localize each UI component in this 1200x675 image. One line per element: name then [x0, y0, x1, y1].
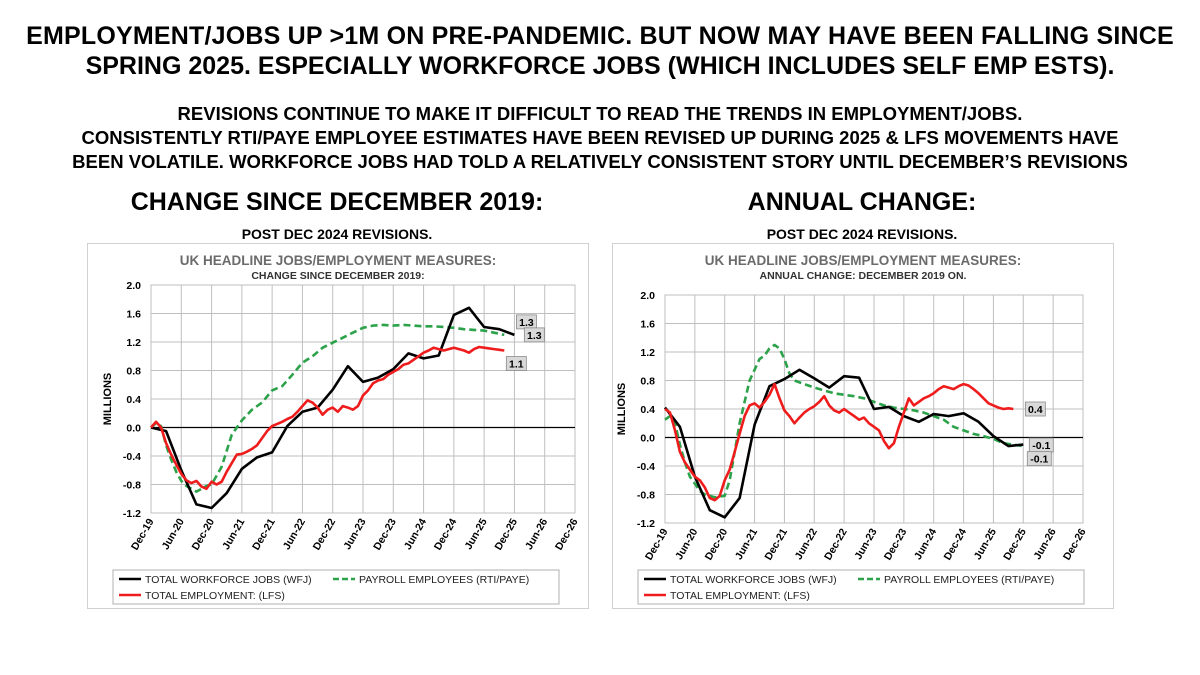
- chart-title: UK HEADLINE JOBS/EMPLOYMENT MEASURES:: [705, 253, 1022, 268]
- y-tick-label: -1.2: [637, 518, 655, 530]
- chart-annual-change: UK HEADLINE JOBS/EMPLOYMENT MEASURES: ANN…: [616, 253, 1089, 605]
- y-axis-label: MILLIONS: [616, 383, 628, 436]
- y-tick-label: -0.4: [123, 451, 141, 463]
- x-tick-label: Jun-25: [972, 526, 999, 561]
- subhead-line-3: BEEN VOLATILE. WORKFORCE JOBS HAD TOLD A…: [72, 151, 1128, 172]
- x-tick-label: Jun-26: [1031, 526, 1058, 561]
- subhead-line-1: REVISIONS CONTINUE TO MAKE IT DIFFICULT …: [177, 103, 1023, 124]
- series-line-lfs: [150, 345, 505, 491]
- end-label-rti: 1.3: [527, 330, 542, 342]
- series-line-rti: [150, 323, 505, 493]
- end-label-wfj: -0.1: [1030, 454, 1048, 466]
- y-tick-label: 1.6: [640, 319, 655, 331]
- y-tick-label: -0.8: [123, 480, 141, 492]
- end-label-box-wfj: [1026, 451, 1052, 467]
- end-label-lfs: 0.4: [1028, 404, 1043, 416]
- y-tick-label: 1.2: [640, 347, 655, 359]
- legend-label-wfj: TOTAL WORKFORCE JOBS (WFJ): [670, 574, 837, 586]
- x-tick-label: Dec-20: [703, 526, 731, 562]
- x-tick-label: Jun-24: [402, 516, 429, 551]
- y-tick-label: 0.0: [640, 433, 655, 445]
- x-tick-label: Jun-20: [160, 516, 187, 551]
- x-tick-label: Dec-24: [432, 516, 460, 552]
- end-label-wfj: 1.3: [519, 317, 534, 329]
- x-tick-label: Jun-26: [523, 516, 550, 551]
- y-tick-label: 2.0: [640, 290, 655, 302]
- legend-label-lfs: TOTAL EMPLOYMENT: (LFS): [670, 590, 810, 602]
- subhead-line-2: CONSISTENTLY RTI/PAYE EMPLOYEE ESTIMATES…: [81, 127, 1119, 148]
- legend-label-rti: PAYROLL EMPLOYEES (RTI/PAYE): [884, 574, 1054, 586]
- x-tick-label: Jun-24: [912, 526, 939, 561]
- y-tick-label: -0.4: [637, 461, 655, 473]
- left-section-title: CHANGE SINCE DECEMBER 2019:: [130, 188, 544, 216]
- y-tick-label: 0.4: [640, 404, 655, 416]
- legend-label-wfj: TOTAL WORKFORCE JOBS (WFJ): [145, 574, 312, 586]
- x-tick-label: Dec-23: [371, 516, 399, 552]
- chart-subtitle: ANNUAL CHANGE: DECEMBER 2019 ON.: [760, 270, 967, 282]
- headline-line-2: SPRING 2025. ESPECIALLY WORKFORCE JOBS (…: [85, 52, 1115, 80]
- end-label-lfs: 1.1: [509, 359, 524, 371]
- x-tick-label: Dec-21: [762, 526, 790, 562]
- x-tick-label: Dec-19: [643, 526, 671, 562]
- x-tick-label: Jun-21: [733, 526, 760, 561]
- y-tick-label: -1.2: [123, 508, 141, 520]
- x-tick-label: Dec-19: [129, 516, 157, 552]
- y-tick-label: 1.2: [126, 337, 141, 349]
- chart-subtitle: CHANGE SINCE DECEMBER 2019:: [251, 270, 424, 282]
- left-revision-note: POST DEC 2024 REVISIONS.: [241, 226, 433, 242]
- headline-line-1: EMPLOYMENT/JOBS UP >1M ON PRE-PANDEMIC. …: [26, 22, 1174, 50]
- x-tick-label: Dec-25: [1001, 526, 1029, 562]
- x-tick-label: Dec-25: [492, 516, 520, 552]
- chart-panel-annual-change: UK HEADLINE JOBS/EMPLOYMENT MEASURES: ANN…: [612, 243, 1114, 609]
- x-tick-label: Dec-26: [553, 516, 581, 552]
- x-tick-label: Dec-20: [190, 516, 218, 552]
- x-tick-label: Dec-21: [250, 516, 278, 552]
- y-tick-label: 0.8: [640, 376, 655, 388]
- x-tick-label: Jun-23: [852, 526, 879, 561]
- right-section-title: ANNUAL CHANGE:: [747, 188, 977, 216]
- x-tick-label: Dec-22: [822, 526, 850, 562]
- chart-panel-change-since-dec-2019: UK HEADLINE JOBS/EMPLOYMENT MEASURES: CHA…: [87, 243, 589, 609]
- x-tick-label: Jun-22: [281, 516, 308, 551]
- chart-title: UK HEADLINE JOBS/EMPLOYMENT MEASURES:: [180, 253, 497, 268]
- legend: [112, 569, 560, 605]
- series-line-wfj: [150, 306, 515, 510]
- x-tick-label: Dec-22: [311, 516, 339, 552]
- series-line-lfs: [664, 382, 1014, 502]
- right-revision-note: POST DEC 2024 REVISIONS.: [766, 226, 958, 242]
- x-tick-label: Jun-21: [220, 516, 247, 551]
- x-tick-label: Dec-23: [882, 526, 910, 562]
- end-label-rti: -0.1: [1032, 440, 1050, 452]
- y-tick-label: 1.6: [126, 309, 141, 321]
- x-tick-label: Jun-23: [341, 516, 368, 551]
- y-tick-label: 0.8: [126, 366, 141, 378]
- y-tick-label: 0.0: [126, 423, 141, 435]
- series-line-rti: [664, 343, 1024, 499]
- chart-change-since-dec-2019: UK HEADLINE JOBS/EMPLOYMENT MEASURES: CHA…: [102, 253, 581, 605]
- end-label-box-lfs: [1024, 401, 1046, 417]
- x-tick-label: Jun-25: [462, 516, 489, 551]
- x-tick-label: Jun-22: [793, 526, 820, 561]
- legend-label-lfs: TOTAL EMPLOYMENT: (LFS): [145, 590, 285, 602]
- y-tick-label: 2.0: [126, 280, 141, 292]
- legend-label-rti: PAYROLL EMPLOYEES (RTI/PAYE): [359, 574, 529, 586]
- x-tick-label: Jun-20: [673, 526, 700, 561]
- legend: [637, 569, 1085, 605]
- series-line-wfj: [663, 368, 1024, 519]
- y-axis-label: MILLIONS: [102, 373, 114, 426]
- x-tick-label: Dec-24: [942, 526, 970, 562]
- end-label-box-lfs: [505, 356, 527, 371]
- end-label-box-rti: [523, 327, 545, 343]
- x-tick-label: Dec-26: [1061, 526, 1089, 562]
- y-tick-label: 0.4: [126, 394, 141, 406]
- y-tick-label: -0.8: [637, 490, 655, 502]
